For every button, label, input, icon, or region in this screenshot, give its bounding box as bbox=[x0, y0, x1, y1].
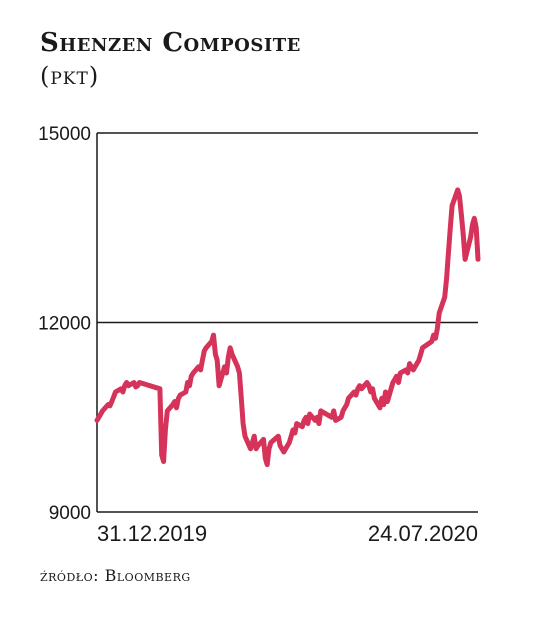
y-tick-label: 9000 bbox=[49, 503, 91, 524]
x-tick-label: 24.07.2020 bbox=[368, 521, 478, 546]
chart-subtitle: (pkt) bbox=[40, 62, 100, 90]
series-line bbox=[94, 187, 481, 468]
grid-layer bbox=[97, 132, 478, 513]
y-tick-label: 15000 bbox=[38, 124, 91, 145]
source-note: źródło: Bloomberg bbox=[40, 566, 191, 585]
x-tick-label: 31.12.2019 bbox=[97, 521, 207, 546]
series-layer bbox=[94, 187, 481, 468]
y-tick-labels: 9000 12000 15000 bbox=[38, 124, 91, 524]
chart-title: Shenzen Composite bbox=[40, 28, 301, 58]
x-tick-labels: 31.12.2019 24.07.2020 bbox=[97, 521, 478, 546]
y-tick-label: 12000 bbox=[38, 314, 91, 335]
